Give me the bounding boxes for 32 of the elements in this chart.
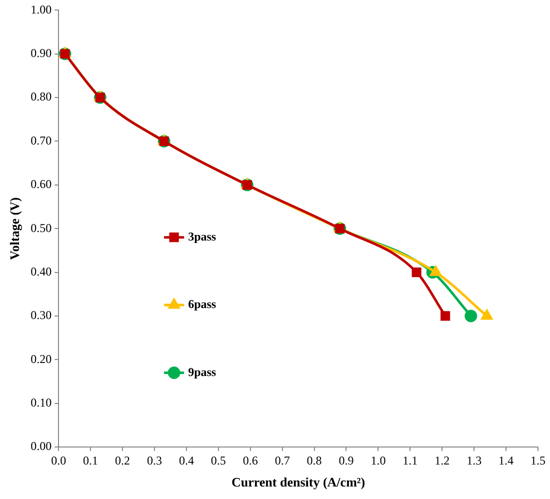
x-tick-label: 0.5 [210, 453, 226, 468]
x-tick-label: 0.0 [51, 453, 66, 468]
legend-label: 6pass [188, 297, 216, 312]
x-tick-label: 1.2 [434, 453, 450, 468]
x-tick-label: 0.1 [83, 453, 98, 468]
y-tick-label: 0.50 [30, 220, 52, 235]
x-tick-label: 0.7 [274, 453, 290, 468]
y-tick-label: 0.90 [30, 46, 52, 60]
x-tick-label: 1.5 [530, 453, 546, 468]
legend-label: 9pass [188, 364, 216, 379]
y-tick-label: 0.40 [30, 264, 52, 278]
x-tick-label: 1.3 [466, 453, 482, 468]
x-tick-label: 0.4 [178, 453, 194, 468]
y-tick-label: 0.60 [30, 177, 52, 192]
x-tick-label: 0.2 [115, 453, 130, 468]
x-tick-label: 1.4 [498, 453, 514, 468]
y-tick-label: 0.00 [30, 439, 52, 454]
x-axis-title: Current density (A/cm²) [231, 474, 366, 490]
y-tick-label: 0.10 [30, 395, 52, 410]
y-tick-label: 1.00 [30, 2, 52, 16]
x-tick-label: 1.0 [370, 453, 386, 468]
x-tick-label: 0.9 [338, 453, 354, 468]
x-tick-label: 0.3 [146, 453, 162, 468]
y-tick-label: 0.70 [30, 133, 52, 148]
y-axis-title: Voltage (V) [7, 197, 22, 260]
x-tick-label: 0.8 [306, 453, 322, 468]
y-tick-label: 0.20 [30, 352, 52, 366]
y-tick-label: 0.80 [30, 90, 52, 104]
legend-label: 3pass [188, 229, 216, 244]
x-tick-label: 1.1 [402, 453, 418, 468]
y-tick-label: 0.30 [30, 308, 52, 322]
x-tick-label: 0.6 [242, 453, 258, 468]
